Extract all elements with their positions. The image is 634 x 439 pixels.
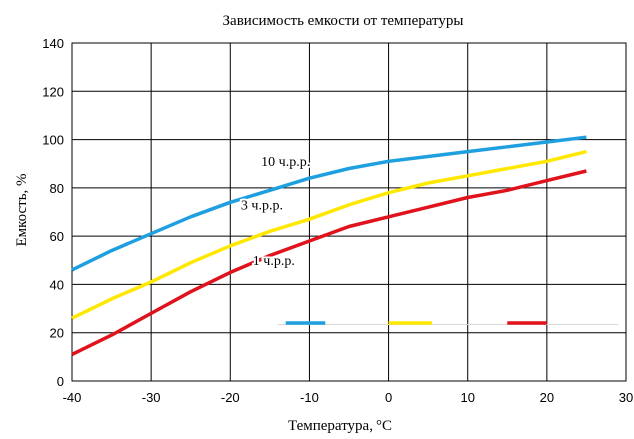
series-label-3: 1 ч.р.р. <box>253 254 295 269</box>
x-tick-label: 10 <box>460 390 474 405</box>
plot-frame <box>71 42 627 382</box>
y-axis-label: Емкость, % <box>14 173 30 246</box>
series-labels: 10 ч.р.р. 3 ч.р.р. 1 ч.р.р. <box>239 153 312 271</box>
x-tick-label: -30 <box>142 390 161 405</box>
y-tick-label: 120 <box>42 84 64 99</box>
series-label-2: 3 ч.р.р. <box>241 199 283 214</box>
x-tick-label: 30 <box>619 390 633 405</box>
series-line-3 <box>71 169 587 356</box>
x-tick-label: -40 <box>63 390 82 405</box>
series-line-2 <box>71 149 587 320</box>
y-tick-label: 0 <box>57 374 64 389</box>
y-tick-label: 60 <box>50 229 64 244</box>
y-tick-label: 140 <box>42 36 64 51</box>
y-tick-label: 20 <box>50 326 64 341</box>
series-line-1 <box>71 135 587 272</box>
x-tick-label: -10 <box>300 390 319 405</box>
x-tick-labels: -40 -30 -20 -10 0 10 20 30 <box>63 390 634 405</box>
legend <box>277 321 619 326</box>
x-tick-label: 20 <box>540 390 554 405</box>
y-tick-label: 80 <box>50 181 64 196</box>
series-lines <box>71 135 587 356</box>
y-tick-label: 100 <box>42 133 64 148</box>
x-tick-label: 0 <box>385 390 392 405</box>
x-tick-label: -20 <box>221 390 240 405</box>
y-tick-labels: 0 20 40 60 80 100 120 140 <box>42 36 64 389</box>
chart-title: Зависимость емкости от температуры <box>223 13 464 29</box>
x-axis-unit: °C <box>376 418 392 434</box>
series-label-1: 10 ч.р.р. <box>261 155 310 170</box>
grid <box>71 42 627 382</box>
x-axis-label: Температура, °C <box>288 418 392 434</box>
x-axis-label-text: Температура, <box>288 418 373 434</box>
y-tick-label: 40 <box>50 277 64 292</box>
